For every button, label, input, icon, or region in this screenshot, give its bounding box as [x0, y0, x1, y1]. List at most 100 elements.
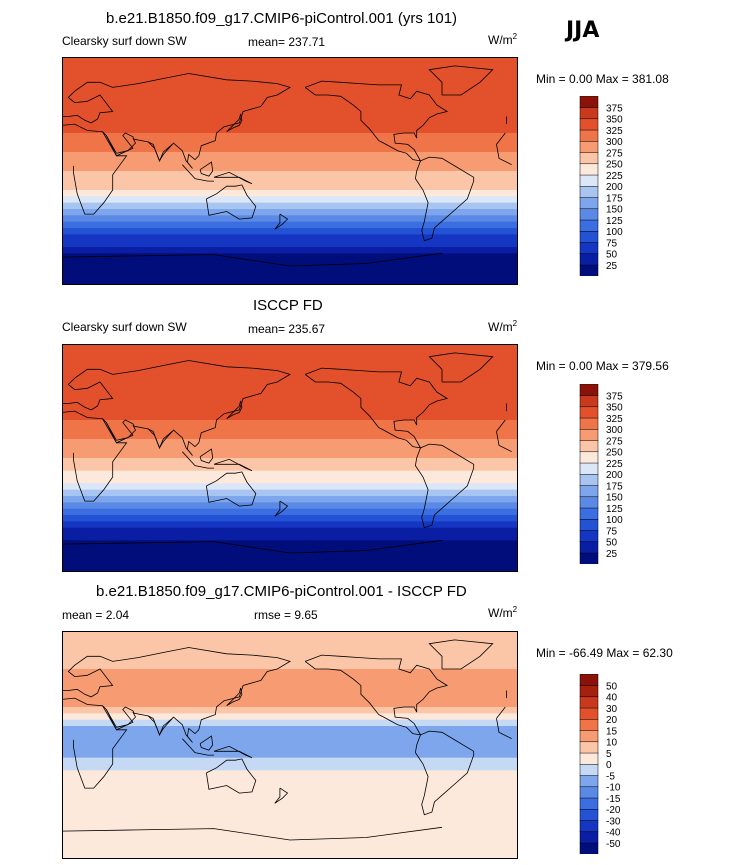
coastline — [206, 184, 257, 220]
colorbar-swatch — [579, 197, 599, 210]
heatmap-band — [62, 656, 518, 664]
colorbar-tick-label: 275 — [606, 148, 623, 159]
heatmap-band — [62, 272, 518, 280]
heatmap-band — [62, 631, 518, 638]
heatmap-band — [62, 662, 518, 670]
colorbar-tick-label: 20 — [606, 715, 618, 726]
colorbar-swatch — [579, 718, 599, 731]
colorbar-tick-label: 200 — [606, 470, 623, 481]
heatmap-band — [62, 451, 518, 459]
heatmap-band — [62, 82, 518, 90]
coastline — [226, 113, 243, 133]
heatmap-band — [62, 732, 518, 740]
heatmap-band — [62, 783, 518, 790]
colorbar-tick-label: 100 — [606, 515, 623, 526]
coastline — [147, 141, 173, 162]
panel-3-mean-label: mean = 2.04 — [62, 608, 130, 622]
heatmap-band — [62, 650, 518, 657]
colorbar-tick-label: 150 — [606, 493, 623, 504]
panel-1-map — [62, 57, 518, 285]
panel-1-minmax: Min = 0.00 Max = 381.08 — [536, 72, 669, 86]
colorbar-tick-label: 225 — [606, 459, 623, 470]
colorbar-tick-label: 50 — [606, 681, 618, 692]
heatmap-band — [62, 681, 518, 689]
heatmap-band — [62, 228, 518, 235]
heatmap-band — [62, 196, 518, 204]
heatmap-band — [62, 669, 518, 676]
heatmap-band — [62, 407, 518, 415]
colorbar-swatch — [579, 730, 599, 743]
heatmap-band — [62, 458, 518, 465]
colorbar-tick-label: 0 — [606, 760, 612, 771]
coastline — [414, 156, 475, 242]
coastline — [62, 368, 507, 412]
coastline — [102, 73, 291, 169]
heatmap-band — [62, 426, 518, 434]
heatmap-band — [62, 69, 518, 77]
heatmap-band — [62, 726, 518, 733]
colorbar-tick-label: 200 — [606, 182, 623, 193]
heatmap-band — [62, 738, 518, 746]
panel-1-title: b.e21.B1850.f09_g17.CMIP6-piControl.001 … — [106, 10, 458, 27]
heatmap-band — [62, 388, 518, 396]
heatmap-band — [62, 120, 518, 128]
coastline — [62, 252, 443, 267]
coastline — [62, 826, 443, 841]
colorbar-swatch — [579, 152, 599, 165]
panel-3-title: b.e21.B1850.f09_g17.CMIP6-piControl.001 … — [96, 583, 467, 600]
colorbar-tick-label: 125 — [606, 216, 623, 227]
heatmap-band — [62, 464, 518, 472]
heatmap-band — [62, 502, 518, 510]
heatmap-band — [62, 713, 518, 721]
colorbar-swatch — [579, 451, 599, 464]
colorbar-swatch — [579, 485, 599, 498]
heatmap-band — [62, 152, 518, 159]
colorbar-tick-label: 25 — [606, 549, 618, 560]
heatmap-band — [62, 344, 518, 351]
heatmap-band — [62, 694, 518, 702]
coastline — [428, 352, 494, 383]
heatmap-band — [62, 565, 518, 572]
heatmap-band — [62, 247, 518, 254]
heatmap-band — [62, 57, 518, 64]
heatmap-band — [62, 534, 518, 541]
panel-1-units: W/m2 — [488, 32, 518, 47]
heatmap-band — [62, 489, 518, 497]
heatmap-band — [62, 164, 518, 172]
heatmap-band — [62, 445, 518, 453]
heatmap-band — [62, 420, 518, 427]
map-frame — [62, 344, 518, 572]
heatmap-band — [62, 527, 518, 535]
panel-1-mean-label: mean= 237.71 — [248, 35, 326, 49]
colorbar-tick-label: 50 — [606, 250, 618, 261]
heatmap-band — [62, 814, 518, 822]
heatmap-band — [62, 101, 518, 109]
colorbar-swatch — [579, 406, 599, 419]
colorbar-swatch — [579, 174, 599, 187]
heatmap-band — [62, 240, 518, 248]
map-frame — [62, 631, 518, 859]
heatmap-band — [62, 789, 518, 797]
colorbar-tick-label: 75 — [606, 526, 618, 537]
colorbar-tick-label: 25 — [606, 261, 618, 272]
heatmap-band — [62, 540, 518, 548]
heatmap-band — [62, 833, 518, 841]
colorbar-swatch — [579, 496, 599, 509]
colorbar-swatch — [579, 685, 599, 698]
coastline — [105, 135, 136, 154]
heatmap-band — [62, 496, 518, 503]
heatmap-band — [62, 508, 518, 516]
colorbar-tick-label: -15 — [606, 794, 621, 805]
heatmap-band — [62, 221, 518, 229]
heatmap-band — [62, 209, 518, 216]
colorbar-swatch — [579, 417, 599, 430]
colorbar-swatch — [579, 696, 599, 709]
heatmap-band — [62, 795, 518, 803]
colorbar-tick-label: 75 — [606, 238, 618, 249]
heatmap-band — [62, 700, 518, 708]
colorbar-swatch — [579, 541, 599, 554]
colorbar-tick-label: 300 — [606, 425, 623, 436]
colorbar-swatch — [579, 219, 599, 232]
coastline — [213, 745, 253, 759]
